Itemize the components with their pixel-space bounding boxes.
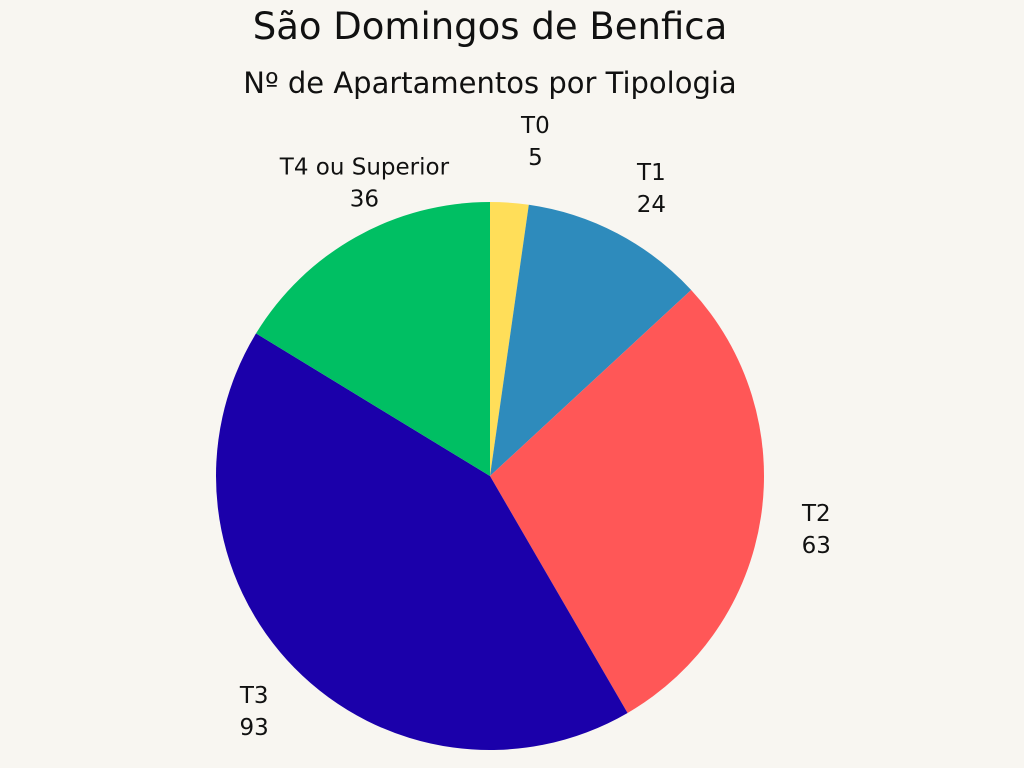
pie-slice-t2 (490, 289, 765, 713)
pie-slice-t3 (215, 333, 628, 751)
slice-value-label: 24 (637, 192, 666, 218)
slice-category-label: T4 ou Superior (279, 154, 450, 180)
chart-subtitle: Nº de Apartamentos por Tipologia (243, 66, 737, 100)
slice-category-label: T0 (520, 113, 550, 139)
slice-category-label: T3 (239, 683, 269, 709)
slice-value-label: 93 (240, 715, 269, 741)
pie-slice-t4-ou-superior (256, 202, 490, 476)
slice-category-label: T2 (801, 501, 831, 527)
slice-category-label: T1 (636, 160, 666, 186)
pie-slice-t0 (490, 202, 529, 476)
chart-title: São Domingos de Benfica (252, 5, 728, 48)
pie-slice-t1 (490, 204, 692, 476)
slice-value-label: 5 (528, 145, 543, 171)
slice-value-label: 36 (350, 186, 379, 212)
slice-value-label: 63 (802, 533, 831, 559)
